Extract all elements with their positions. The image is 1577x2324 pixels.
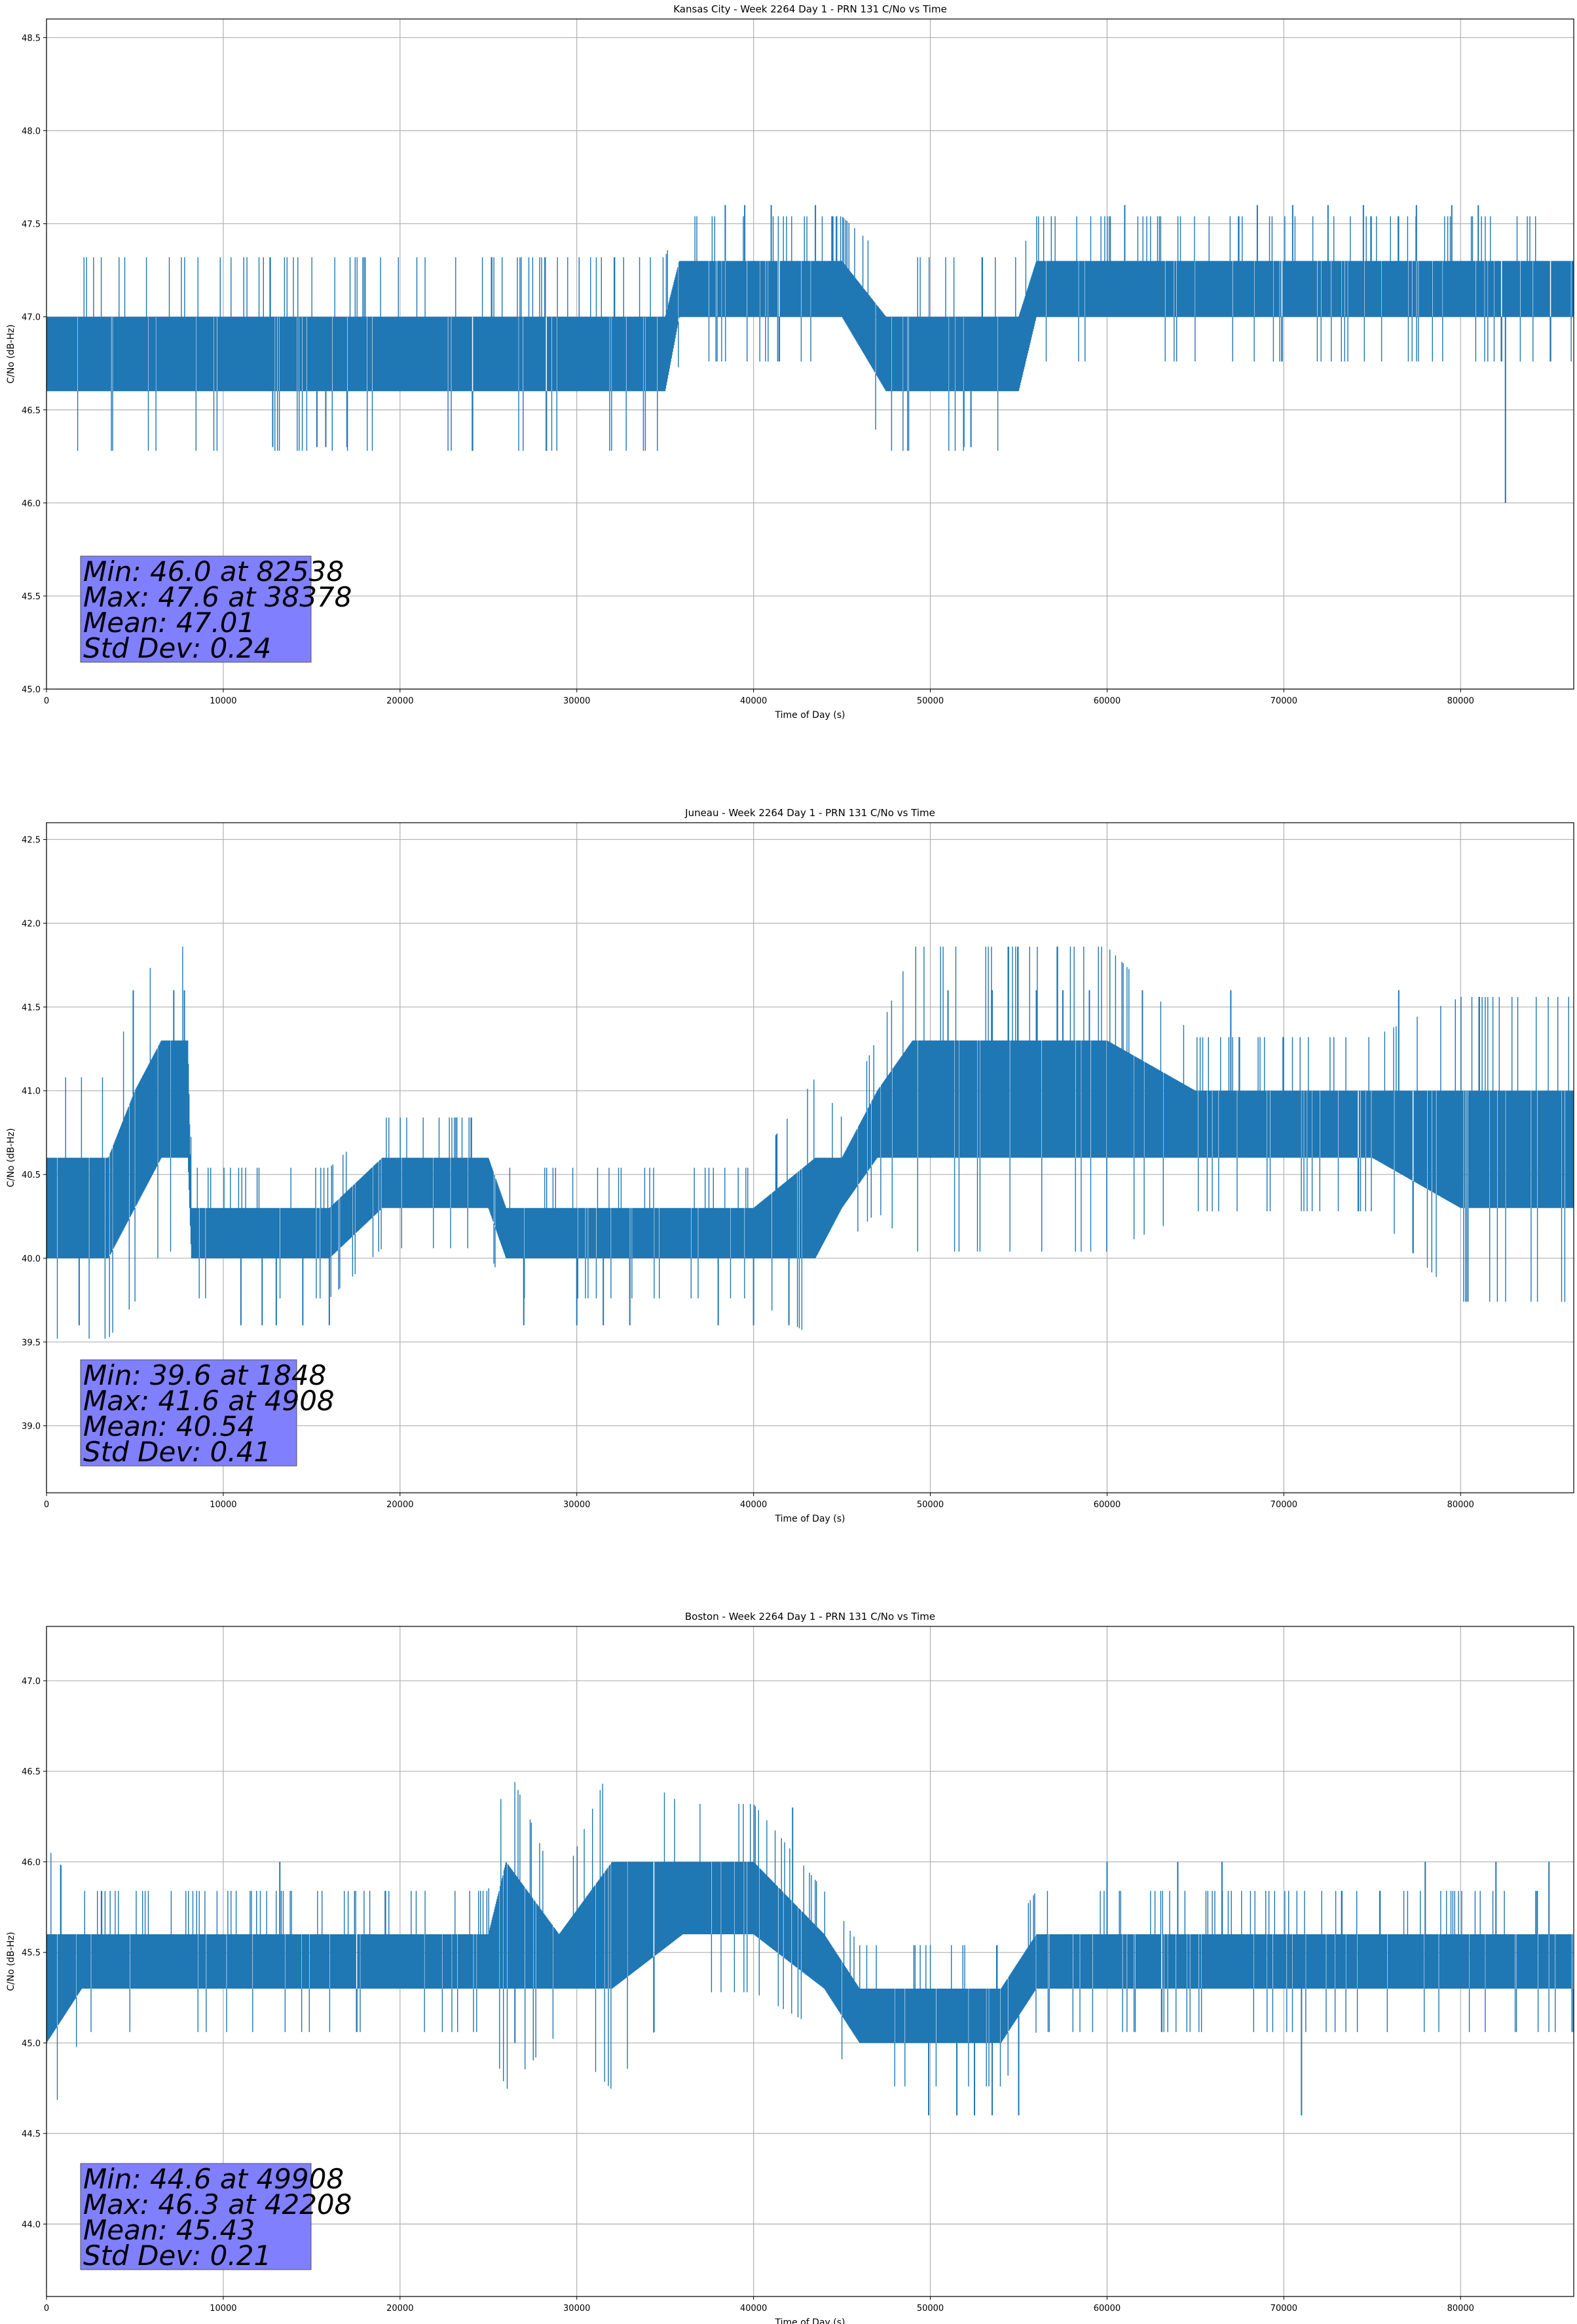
x-tick-label: 20000 <box>386 1500 413 1510</box>
stats-line: Min: 46.0 at 82538 <box>83 555 344 588</box>
series-line <box>46 216 1574 451</box>
x-tick-label: 70000 <box>1271 696 1297 706</box>
x-tick-label: 20000 <box>386 2304 413 2314</box>
x-tick-label: 40000 <box>740 696 767 706</box>
x-tick-label: 80000 <box>1447 696 1474 706</box>
stats-line: Mean: 45.43 <box>83 2214 255 2246</box>
y-axis-label: C/No (dB-Hz) <box>6 324 16 383</box>
x-tick-label: 30000 <box>563 2304 590 2314</box>
stats-box-background <box>80 555 312 663</box>
x-tick-label: 10000 <box>210 2304 236 2314</box>
stats-line: Std Dev: 0.24 <box>83 632 271 664</box>
chart-panel-3: 0 10000 20000 30000 40000 50000 60000 70000 8000… <box>6 1611 1574 2324</box>
stats-box-background <box>80 2163 312 2270</box>
x-tick-label: 80000 <box>1447 2304 1474 2314</box>
x-axis-label: Time of Day (s) <box>775 1514 845 1524</box>
stats-line: Min: 39.6 at 1848 <box>83 1359 326 1391</box>
x-tick-label: 60000 <box>1094 1500 1121 1510</box>
x-tick-label: 10000 <box>210 1500 236 1510</box>
x-tick-label: 0 <box>44 1500 49 1510</box>
x-tick-label: 0 <box>44 2304 49 2314</box>
y-tick-label: 46.5 <box>22 406 41 416</box>
stats-line: Std Dev: 0.21 <box>83 2240 271 2272</box>
chart-title: Boston - Week 2264 Day 1 - PRN 131 C/No … <box>685 1611 935 1622</box>
y-tick-label: 41.5 <box>22 1003 41 1013</box>
y-tick-label: 40.5 <box>22 1171 41 1180</box>
y-tick-label: 45.5 <box>22 1949 41 1959</box>
chart-title: Kansas City - Week 2264 Day 1 - PRN 131 … <box>673 3 947 15</box>
x-tick-label: 20000 <box>386 696 413 706</box>
y-tick-label: 47.0 <box>22 313 41 323</box>
series-line <box>46 1782 1574 2100</box>
stats-line: Mean: 40.54 <box>83 1410 255 1442</box>
x-tick-label: 60000 <box>1094 696 1121 706</box>
x-tick-label: 70000 <box>1271 2304 1297 2314</box>
chart-panel-2: 0 10000 20000 30000 40000 50000 60000 70000 8000… <box>6 807 1574 1524</box>
stats-line: Mean: 47.01 <box>83 607 255 639</box>
x-axis-label: Time of Day (s) <box>775 710 845 721</box>
x-axis-label: Time of Day (s) <box>775 2317 845 2324</box>
y-tick-label: 48.5 <box>22 33 41 43</box>
chart-title: Juneau - Week 2264 Day 1 - PRN 131 C/No … <box>684 807 935 819</box>
y-tick-label: 40.0 <box>22 1254 41 1264</box>
x-tick-label: 40000 <box>740 1500 767 1510</box>
stats-line: Max: 46.3 at 42208 <box>83 2188 352 2221</box>
series-line <box>46 946 1574 1339</box>
y-tick-label: 39.0 <box>22 1422 41 1432</box>
y-tick-label: 46.0 <box>22 499 41 509</box>
chart-panel-1: 0 10000 20000 30000 40000 50000 60000 70000 8000… <box>6 3 1574 721</box>
x-tick-label: 50000 <box>917 2304 944 2314</box>
stats-line: Min: 44.6 at 49908 <box>83 2163 344 2195</box>
stats-line: Max: 47.6 at 38378 <box>83 581 352 613</box>
x-tick-label: 10000 <box>210 696 236 706</box>
stats-box-background <box>80 1359 297 1467</box>
x-tick-label: 70000 <box>1271 1500 1297 1510</box>
y-tick-label: 45.5 <box>22 592 41 602</box>
y-tick-label: 44.5 <box>22 2129 41 2139</box>
y-tick-label: 39.5 <box>22 1338 41 1348</box>
y-tick-label: 45.0 <box>22 2039 41 2049</box>
y-axis-label: C/No (dB-Hz) <box>6 1128 16 1187</box>
y-tick-label: 47.0 <box>22 1677 41 1687</box>
axes-frame <box>46 1626 1574 2297</box>
axes-frame <box>46 822 1574 1493</box>
x-tick-label: 40000 <box>740 2304 767 2314</box>
x-tick-label: 0 <box>44 696 49 706</box>
y-tick-label: 44.0 <box>22 2220 41 2230</box>
x-tick-label: 60000 <box>1094 2304 1121 2314</box>
x-tick-label: 30000 <box>563 1500 590 1510</box>
axes-frame <box>46 18 1574 690</box>
y-tick-label: 45.0 <box>22 685 41 695</box>
y-tick-label: 46.5 <box>22 1767 41 1777</box>
y-tick-label: 42.5 <box>22 836 41 846</box>
y-axis-label: C/No (dB-Hz) <box>6 1932 16 1991</box>
stats-line: Max: 41.6 at 4908 <box>83 1385 335 1417</box>
x-tick-label: 50000 <box>917 1500 944 1510</box>
y-tick-label: 48.0 <box>22 127 41 137</box>
y-tick-label: 47.5 <box>22 220 41 230</box>
y-tick-label: 42.0 <box>22 919 41 929</box>
y-tick-label: 41.0 <box>22 1087 41 1096</box>
x-tick-label: 30000 <box>563 696 590 706</box>
y-tick-label: 46.0 <box>22 1858 41 1867</box>
x-tick-label: 50000 <box>917 696 944 706</box>
x-tick-label: 80000 <box>1447 1500 1474 1510</box>
stats-line: Std Dev: 0.41 <box>83 1436 271 1468</box>
